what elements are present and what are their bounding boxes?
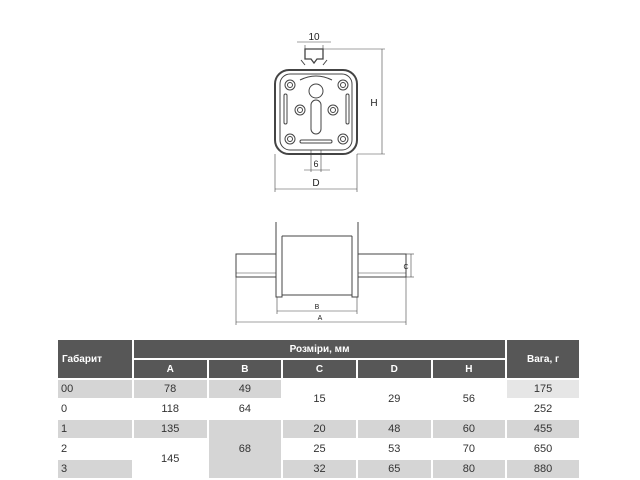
table-row: 3 32 65 80 880 [56,458,581,480]
table-row: 0 118 64 252 [56,398,581,420]
cell-A: 145 [131,438,209,480]
cell-weight: 252 [505,398,581,420]
dim-B-label: B [315,304,320,311]
dim-A-label: A [318,315,323,322]
header-weight: Вага, г [505,338,581,380]
cell-size: 0 [56,398,134,420]
header-col-D: D [355,358,433,380]
cell-A: 135 [131,418,209,440]
cell-H: 60 [430,418,508,440]
cell-B: 68 [206,418,284,480]
table-row: 1 135 68 20 48 60 455 [56,418,581,480]
cell-weight: 880 [505,458,581,480]
cell-C: 32 [281,458,358,480]
dim-D-label: D [312,178,319,189]
cell-C: 25 [281,438,358,460]
cell-D: 48 [355,418,433,440]
header-col-A: A [131,358,209,380]
cell-weight: 650 [505,438,581,460]
cell-A: 118 [131,398,209,420]
dim-slot-width-label: 6 [313,159,318,169]
header-size: Габарит [56,338,134,380]
cell-size: 1 [56,418,134,440]
cell-D: 53 [355,438,433,460]
cell-size: 2 [56,438,134,460]
cell-C: 20 [281,418,358,440]
dim-tab-width-label: 10 [308,32,320,43]
fuse-technical-drawing: 10 H 6 D C B A [235,32,414,325]
fuse-end-view [274,41,385,192]
table-row: 2 145 25 53 70 650 [56,438,581,480]
cell-D: 65 [355,458,433,480]
dim-H-label: H [370,98,377,109]
cell-size: 3 [56,458,134,480]
cell-weight: 455 [505,418,581,440]
cell-size: 00 [56,378,134,400]
cell-D: 29 [355,378,433,420]
table-row: 00 78 49 15 29 56 175 [56,378,581,420]
cell-A: 78 [131,378,209,400]
cell-H: 56 [430,378,508,420]
cell-weight: 175 [505,378,581,400]
cell-C: 15 [281,378,358,420]
fuse-dimensions-table: Габарит Розміри, мм Вага, г A B C D H 00… [56,338,581,480]
cell-B: 64 [206,398,284,420]
cell-H: 70 [430,438,508,460]
cell-B: 49 [206,378,284,400]
dim-C-label: C [403,264,408,271]
cell-H: 80 [430,458,508,480]
header-col-H: H [430,358,508,380]
header-col-C: C [281,358,358,380]
header-dimensions: Розміри, мм [131,338,508,360]
header-col-B: B [206,358,284,380]
fuse-side-view [235,222,414,325]
